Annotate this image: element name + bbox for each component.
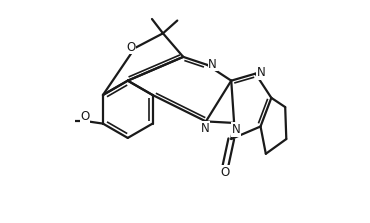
Text: O: O	[80, 110, 90, 123]
Text: N: N	[257, 66, 265, 79]
Text: N: N	[208, 58, 217, 71]
Text: N: N	[201, 122, 209, 134]
Text: N: N	[232, 123, 241, 136]
Text: O: O	[126, 41, 135, 54]
Text: O: O	[221, 165, 230, 179]
